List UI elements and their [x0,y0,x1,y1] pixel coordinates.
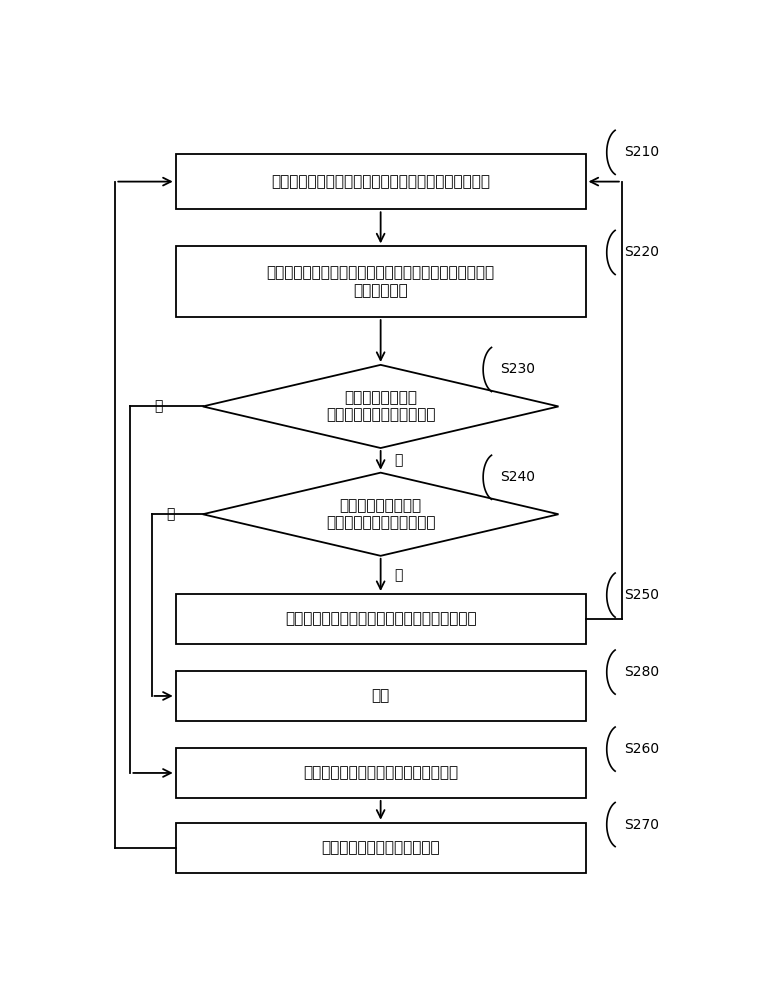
Text: 删除已输入的第一设定个数的按键信息: 删除已输入的第一设定个数的按键信息 [303,765,458,780]
Text: S230: S230 [500,362,535,376]
Text: 是: 是 [166,507,175,521]
Polygon shape [203,365,559,448]
Text: 根据比对结果确定
当前按键信息输入是否正确: 根据比对结果确定 当前按键信息输入是否正确 [326,390,436,423]
Text: 结束: 结束 [372,688,390,703]
Text: S250: S250 [624,588,659,602]
Text: S280: S280 [624,665,659,679]
Text: 是: 是 [394,453,403,467]
Bar [176,671,586,721]
Text: 将当前按键信息与目标组合按键中该位置对应的目标按键
信息进行比对: 将当前按键信息与目标组合按键中该位置对应的目标按键 信息进行比对 [267,265,495,298]
Text: 获取用户输入的当前按键信息: 获取用户输入的当前按键信息 [321,840,440,855]
Bar [176,594,586,644]
Bar [176,823,586,873]
Text: 否: 否 [155,399,163,413]
Text: 否: 否 [394,568,403,582]
Text: S270: S270 [624,818,659,832]
Text: 将用户输入的下一个按键信息作为当前按键信息: 将用户输入的下一个按键信息作为当前按键信息 [285,611,476,626]
Text: 判断当前组合按键中
按键信息是否全部输入正确: 判断当前组合按键中 按键信息是否全部输入正确 [326,498,436,530]
Text: 确定用户输入的当前按键信息在当前组合按键中的位置: 确定用户输入的当前按键信息在当前组合按键中的位置 [272,174,490,189]
Polygon shape [203,473,559,556]
Bar [176,154,586,209]
Bar [176,748,586,798]
Bar [176,246,586,317]
Text: S220: S220 [624,245,659,259]
Text: S210: S210 [624,145,659,159]
Text: S260: S260 [624,742,659,756]
Text: S240: S240 [500,470,535,484]
